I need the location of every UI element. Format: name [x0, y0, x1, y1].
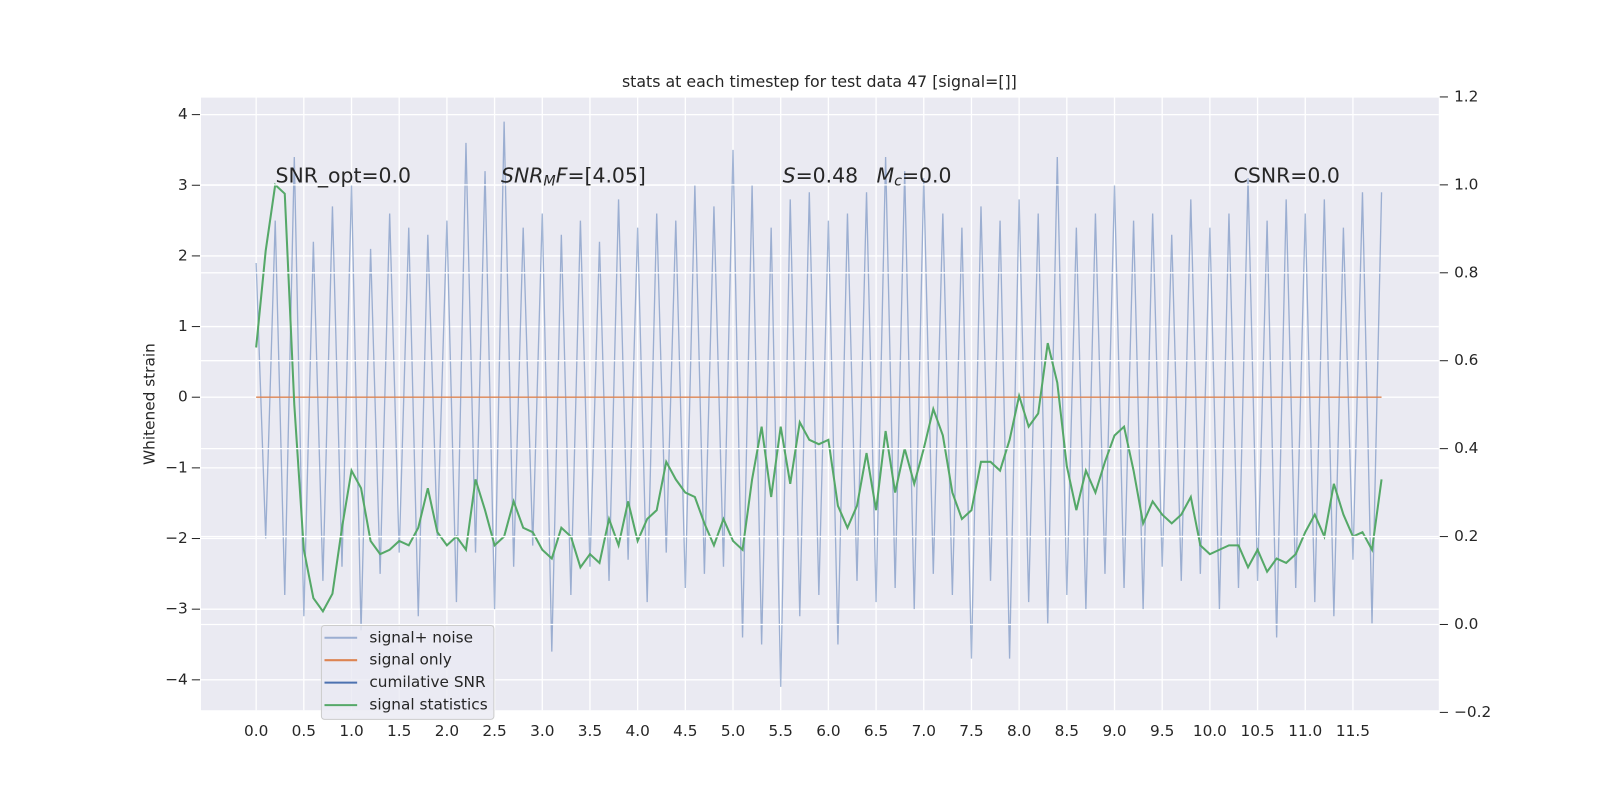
y2-tick-label: 0.8: [1454, 263, 1478, 281]
x-tick-label: 8.5: [1055, 722, 1079, 740]
x-tick-label: 6.5: [864, 722, 888, 740]
x-tick-label: 2.5: [482, 722, 506, 740]
marks: [255, 121, 1383, 687]
annotation-part: M: [543, 174, 555, 190]
x-tick-label: 6.0: [816, 722, 840, 740]
annotation-part: c: [894, 174, 902, 190]
x-tick-label: 4.0: [625, 722, 649, 740]
x-tick-label: 2.0: [435, 722, 459, 740]
annotation-part: F: [556, 164, 568, 188]
y-tick-label: 3: [178, 176, 188, 194]
x-tick-label: 7.5: [959, 722, 983, 740]
x-tick-label: 3.5: [578, 722, 602, 740]
legend-label: signal+ noise: [369, 628, 473, 646]
x-tick-label: 3.0: [530, 722, 554, 740]
x-tick-label: 1.0: [339, 722, 363, 740]
y-axis-label: Whitened strain: [141, 343, 159, 465]
annotation-part: CSNR=0.0: [1234, 164, 1340, 188]
annotation: CSNR=0.0: [1234, 164, 1340, 188]
legend-label: cumilative SNR: [369, 673, 486, 691]
x-tick-label: 7.0: [912, 722, 936, 740]
x-tick-label: 8.0: [1007, 722, 1031, 740]
annotation-part: =[4.05]: [567, 164, 645, 188]
x-tick-label: 10.0: [1193, 722, 1227, 740]
annotation: Mc=0.0: [877, 164, 952, 190]
legend-label: signal statistics: [369, 696, 487, 714]
chart-title: stats at each timestep for test data 47 …: [622, 72, 1017, 91]
annotation: SNR_opt=0.0: [276, 164, 412, 189]
x-tick-label: 1.5: [387, 722, 411, 740]
y-tick-label: 1: [178, 317, 188, 335]
y-tick-label: 0: [178, 388, 188, 406]
y-tick-label: −3: [165, 600, 188, 618]
x-tick-label: 5.5: [769, 722, 793, 740]
y2-tick-label: 0.0: [1454, 615, 1478, 633]
y2-tick-label: 0.4: [1454, 439, 1478, 457]
y-tick-label: −2: [165, 529, 188, 547]
y-tick-label: 2: [178, 246, 188, 264]
y2-tick-label: 1.2: [1454, 87, 1478, 105]
y2-tick-label: 0.6: [1454, 351, 1478, 369]
legend: signal+ noise signal only cumilative SNR si…: [320, 625, 495, 720]
y2-tick-label: 1.0: [1454, 175, 1478, 193]
x-tick-label: 9.5: [1150, 722, 1174, 740]
annotation: S=0.48: [783, 164, 858, 188]
axes: 0.0 0.5 1.0 1.5 2.0 2.5 3.0 3.5 4.0 4.5 5.0 5.5 6.0 6…: [165, 87, 1491, 740]
annotation-part: SNR: [501, 164, 543, 188]
y-tick-label: 4: [178, 105, 188, 123]
annotation: SNRMF=[4.05]: [501, 164, 646, 190]
plot-area: [201, 96, 1439, 711]
y-tick-label: −4: [165, 670, 188, 688]
x-tick-label: 5.0: [721, 722, 745, 740]
series-line: [255, 121, 1383, 687]
x-tick-label: 10.5: [1241, 722, 1275, 740]
y2-tick-label: 0.2: [1454, 527, 1478, 545]
x-tick-label: 0.5: [292, 722, 316, 740]
annotation-part: M: [877, 164, 895, 188]
legend-box: [320, 625, 495, 720]
annotation-part: =0.48: [796, 164, 859, 188]
x-tick-label: 0.0: [244, 722, 268, 740]
annotation-part: S: [783, 164, 796, 188]
legend-label: signal only: [369, 651, 451, 669]
annotation-part: =0.0: [902, 164, 952, 188]
x-tick-label: 11.0: [1288, 722, 1322, 740]
x-tick-label: 11.5: [1336, 722, 1370, 740]
y-tick-label: −1: [165, 458, 188, 476]
y2-tick-label: −0.2: [1454, 703, 1491, 721]
x-tick-label: 4.5: [673, 722, 697, 740]
series-line: [255, 182, 1383, 614]
annotation-part: SNR_opt=0.0: [276, 164, 412, 189]
x-tick-label: 9.0: [1102, 722, 1126, 740]
